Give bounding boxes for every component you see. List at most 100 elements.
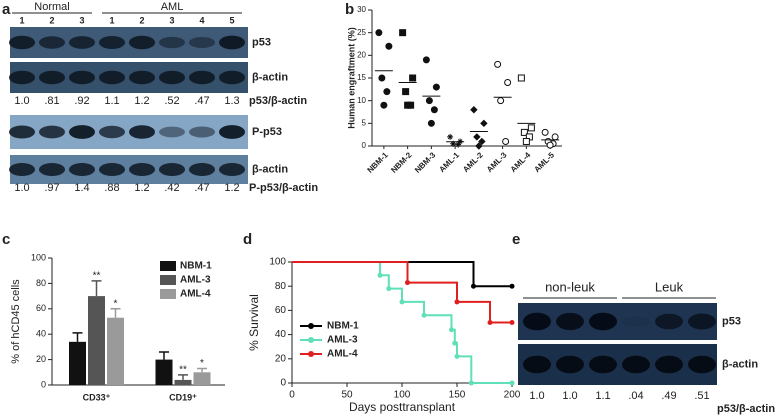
survival-line (292, 261, 512, 384)
point (522, 137, 530, 145)
bar (88, 296, 105, 385)
lane-number: 2 (139, 15, 144, 25)
error-bar (197, 367, 207, 373)
error-bar (72, 332, 83, 342)
bar (174, 379, 192, 385)
band (129, 125, 155, 139)
band (159, 162, 185, 177)
x-tick-label: 150 (449, 390, 466, 401)
band (9, 70, 35, 85)
row-label: β-actin (252, 163, 288, 175)
band (159, 126, 185, 138)
ratio: 1.0 (562, 390, 577, 402)
ratio: .47 (194, 182, 209, 194)
legend-label: NBM-1 (327, 321, 359, 332)
ratio: .52 (164, 95, 179, 107)
ratio: 1.3 (224, 95, 239, 107)
band (688, 313, 716, 330)
band (99, 70, 125, 85)
y-tick-label: 15 (357, 73, 366, 82)
band (655, 313, 683, 330)
point (520, 128, 528, 136)
lane-number: 3 (169, 15, 174, 25)
panel-label: a (2, 1, 11, 18)
x-tick-label: NBM-1 (365, 150, 390, 175)
legend-label: NBM-1 (180, 261, 212, 272)
ratio: .51 (694, 390, 709, 402)
ratio: .81 (44, 95, 59, 107)
censor-marker (454, 299, 460, 305)
band (129, 70, 155, 85)
x-tick-label: AML-3 (485, 150, 509, 174)
lane-number: 2 (49, 15, 54, 25)
band (688, 355, 716, 374)
panel-label: e (512, 231, 520, 248)
point (422, 56, 430, 64)
y-tick-label: 5 (362, 118, 367, 127)
ratio: 1.0 (529, 390, 544, 402)
y-tick-label: 100 (31, 252, 46, 262)
ratio-label: p53/β-actin (717, 403, 775, 415)
band (189, 37, 215, 48)
legend-swatch (160, 289, 176, 299)
point (470, 106, 478, 114)
band (39, 70, 65, 85)
band (39, 125, 65, 139)
band (556, 355, 584, 374)
row-label: P-p53 (252, 126, 282, 138)
censor-marker (449, 327, 454, 333)
ratio: 1.2 (224, 182, 239, 194)
y-tick-label: 25 (357, 28, 366, 37)
point (478, 137, 486, 146)
x-tick-label: CD19⁺ (169, 392, 197, 402)
y-tick-label: 60 (36, 303, 46, 313)
ratio: .92 (74, 95, 89, 107)
point (502, 137, 510, 145)
lane-number: 1 (19, 15, 24, 25)
x-tick-label: 200 (504, 390, 521, 401)
point (409, 74, 417, 82)
blot (518, 303, 717, 340)
point (427, 119, 435, 127)
point (404, 101, 412, 109)
point (383, 88, 391, 96)
point (399, 29, 407, 37)
x-tick-label: 50 (341, 390, 353, 401)
y-tick-label: 0 (280, 378, 286, 389)
legend-swatch (160, 275, 176, 285)
legend-marker (308, 323, 314, 329)
point (504, 79, 512, 87)
survival-line (292, 261, 512, 324)
band (189, 162, 215, 177)
point (473, 133, 481, 141)
annotation: ** (179, 364, 187, 375)
point (380, 101, 388, 109)
row-label: β-actin (722, 358, 758, 370)
ratio: 1.4 (74, 182, 89, 194)
band (9, 125, 35, 139)
band (622, 355, 650, 374)
annotation: * (114, 298, 118, 309)
y-tick-label: 20 (357, 50, 366, 59)
band (159, 70, 185, 85)
ratio: 1.1 (595, 390, 610, 402)
y-axis-label: % Survival (247, 294, 261, 351)
panel-label: d (243, 231, 252, 248)
point (432, 83, 440, 91)
band (219, 162, 245, 177)
survival-line (292, 261, 512, 288)
x-axis-label: Days posttransplant (349, 400, 456, 414)
point (402, 88, 410, 96)
ratio: 1.2 (134, 182, 149, 194)
error-bar (159, 351, 169, 360)
y-tick-label: 80 (36, 278, 46, 288)
ratio: .47 (194, 95, 209, 107)
y-axis-label: Human engraftment (%) (346, 27, 356, 129)
band (189, 126, 215, 138)
lane-number: 1 (109, 15, 114, 25)
point (447, 133, 454, 140)
censor-marker (399, 299, 405, 305)
point (494, 60, 502, 68)
annotation: * (200, 358, 204, 369)
